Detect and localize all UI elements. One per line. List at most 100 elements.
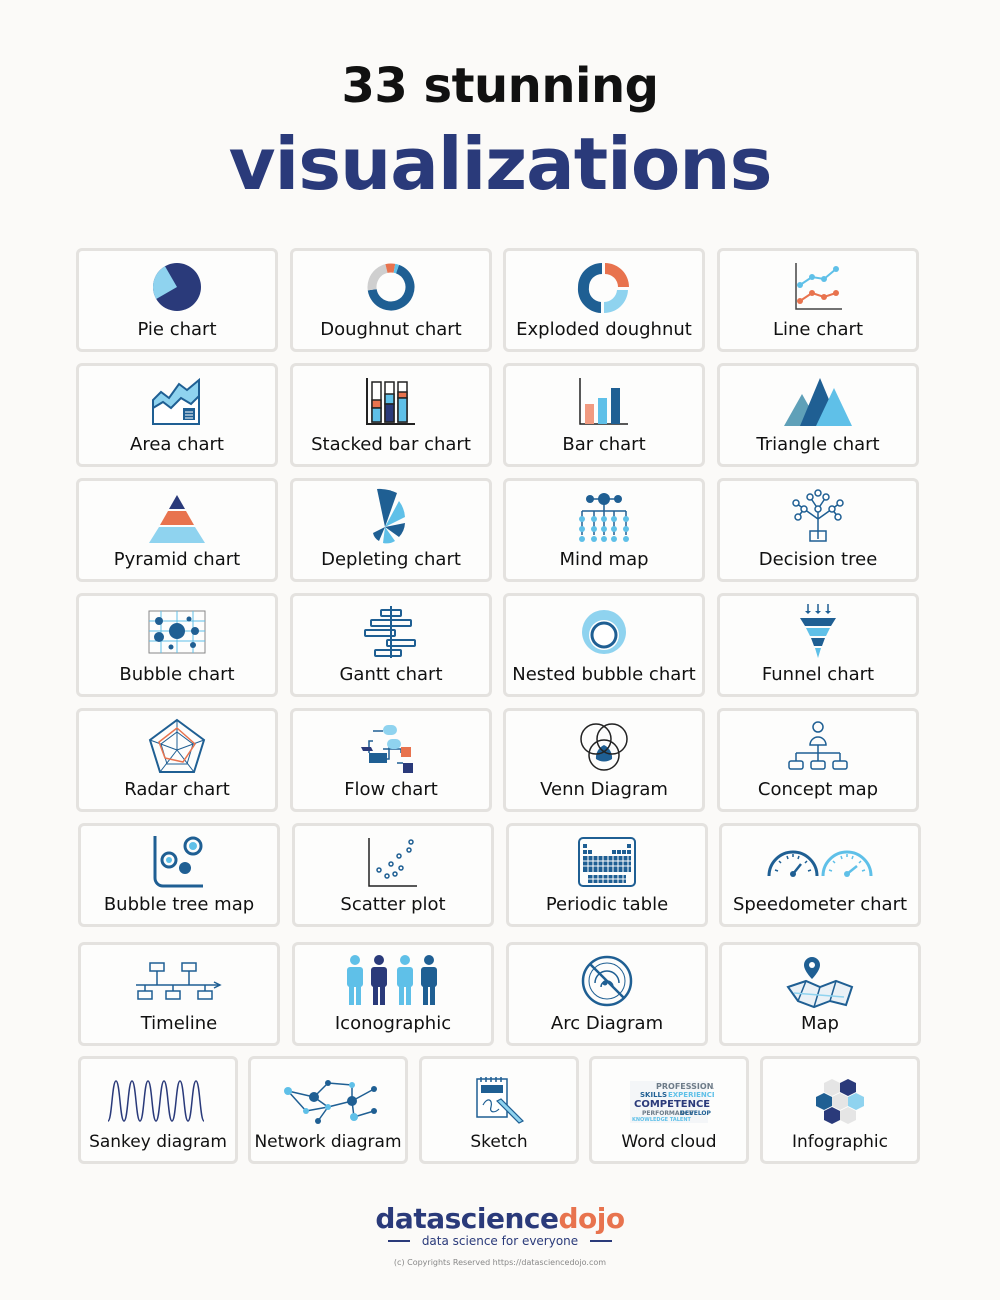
word-cloud-icon: PROFESSIONAL SKILLS EXPERIENCE COMPETENC… [592,1073,746,1129]
card-label: Pie chart [137,319,217,340]
area-chart-icon [79,374,275,430]
card-network-diagram: Network diagram [248,1056,408,1164]
tagline-rule-right [590,1240,613,1242]
card-line-chart: Line chart [717,248,919,352]
card-label: Timeline [140,1013,218,1034]
card-flow-chart: Flow chart [290,708,492,812]
card-label: Scatter plot [340,894,446,915]
card-label: Infographic [791,1132,888,1152]
card-map: Map [719,942,921,1046]
tagline-row: data science for everyone [0,1234,1000,1248]
card-radar-chart: Radar chart [76,708,278,812]
card-label: Concept map [757,779,879,800]
exploded-doughnut-icon [506,259,702,315]
decision-tree-icon [720,489,916,545]
title-line-2: visualizations [228,122,773,206]
card-label: Network diagram [254,1132,402,1152]
tagline: data science for everyone [421,1234,579,1248]
card-arc-diagram: Arc Diagram [506,942,708,1046]
card-label: Gantt chart [339,664,443,685]
card-label: Area chart [130,434,224,455]
tagline-rule-left [387,1240,410,1242]
periodic-table-icon [509,834,705,890]
card-depleting-chart: Depleting chart [290,478,492,582]
arc-diagram-icon [509,953,705,1009]
card-pie-chart: Pie chart [76,248,278,352]
card-doughnut-chart: Doughnut chart [290,248,492,352]
card-label: Iconographic [334,1013,452,1034]
card-label: Radar chart [124,779,230,800]
card-pyramid-chart: Pyramid chart [76,478,278,582]
svg-text:COMPETENCE: COMPETENCE [634,1099,710,1110]
svg-text:DEVELOP: DEVELOP [680,1110,712,1117]
sankey-diagram-icon [81,1073,235,1129]
card-scatter-plot: Scatter plot [292,823,494,927]
card-infographic: Infographic [760,1056,920,1164]
card-label: Word cloud [621,1132,717,1152]
card-label: Bubble tree map [103,894,255,915]
card-decision-tree: Decision tree [717,478,919,582]
card-label: Speedometer chart [732,894,908,915]
svg-text:PERFORMANCE: PERFORMANCE [642,1110,693,1117]
card-periodic-table: Periodic table [506,823,708,927]
card-iconographic: Iconographic [292,942,494,1046]
timeline-icon [81,953,277,1009]
brand-logo-part1: datascience [375,1202,559,1235]
card-label: Depleting chart [321,549,461,570]
svg-text:SKILLS: SKILLS [640,1091,667,1099]
doughnut-chart-icon [293,259,489,315]
stacked-bar-chart-icon [293,374,489,430]
card-label: Pyramid chart [113,549,241,570]
card-label: Line chart [772,319,864,340]
card-mind-map: Mind map [503,478,705,582]
network-diagram-icon [251,1073,405,1129]
pyramid-chart-icon [79,489,275,545]
bubble-tree-map-icon [81,834,277,890]
speedometer-chart-icon [722,834,918,890]
concept-map-icon [720,719,916,775]
line-chart-icon [720,259,916,315]
card-label: Map [801,1013,839,1034]
triangle-chart-icon [720,374,916,430]
card-concept-map: Concept map [717,708,919,812]
card-label: Bubble chart [119,664,235,685]
svg-text:EXPERIENCE: EXPERIENCE [668,1091,714,1099]
card-label: Doughnut chart [320,319,462,340]
copyright: (c) Copyrights Reserved https://datascie… [393,1258,607,1267]
card-label: Decision tree [758,549,878,570]
venn-diagram-icon [506,719,702,775]
card-timeline: Timeline [78,942,280,1046]
card-label: Arc Diagram [550,1013,664,1034]
bubble-chart-icon [79,604,275,660]
gantt-chart-icon [293,604,489,660]
depleting-chart-icon [293,488,489,545]
card-bar-chart: Bar chart [503,363,705,467]
brand-logo: datasciencedojo [0,1202,1000,1235]
card-word-cloud: PROFESSIONAL SKILLS EXPERIENCE COMPETENC… [589,1056,749,1164]
pie-chart-icon [79,259,275,315]
card-label: Bar chart [562,434,646,455]
scatter-plot-icon [295,834,491,890]
card-venn-diagram: Venn Diagram [503,708,705,812]
iconographic-icon [295,953,491,1009]
radar-chart-icon [79,718,275,775]
card-bubble-chart: Bubble chart [76,593,278,697]
title-line-1: 33 stunning [341,58,659,114]
svg-text:KNOWLEDGE TALENT: KNOWLEDGE TALENT [632,1117,692,1123]
card-nested-bubble-chart: Nested bubble chart [503,593,705,697]
card-label: Triangle chart [756,434,880,455]
card-bubble-tree-map: Bubble tree map [78,823,280,927]
card-triangle-chart: Triangle chart [717,363,919,467]
card-funnel-chart: Funnel chart [717,593,919,697]
card-speedometer-chart: Speedometer chart [719,823,921,927]
card-exploded-doughnut: Exploded doughnut [503,248,705,352]
card-stacked-bar-chart: Stacked bar chart [290,363,492,467]
card-label: Mind map [559,549,649,570]
infographic-icon [763,1073,917,1129]
svg-text:PROFESSIONAL: PROFESSIONAL [656,1082,714,1091]
card-sketch: Sketch [419,1056,579,1164]
card-label: Exploded doughnut [516,319,692,340]
funnel-chart-icon [720,604,916,660]
flow-chart-icon [293,719,489,775]
card-gantt-chart: Gantt chart [290,593,492,697]
